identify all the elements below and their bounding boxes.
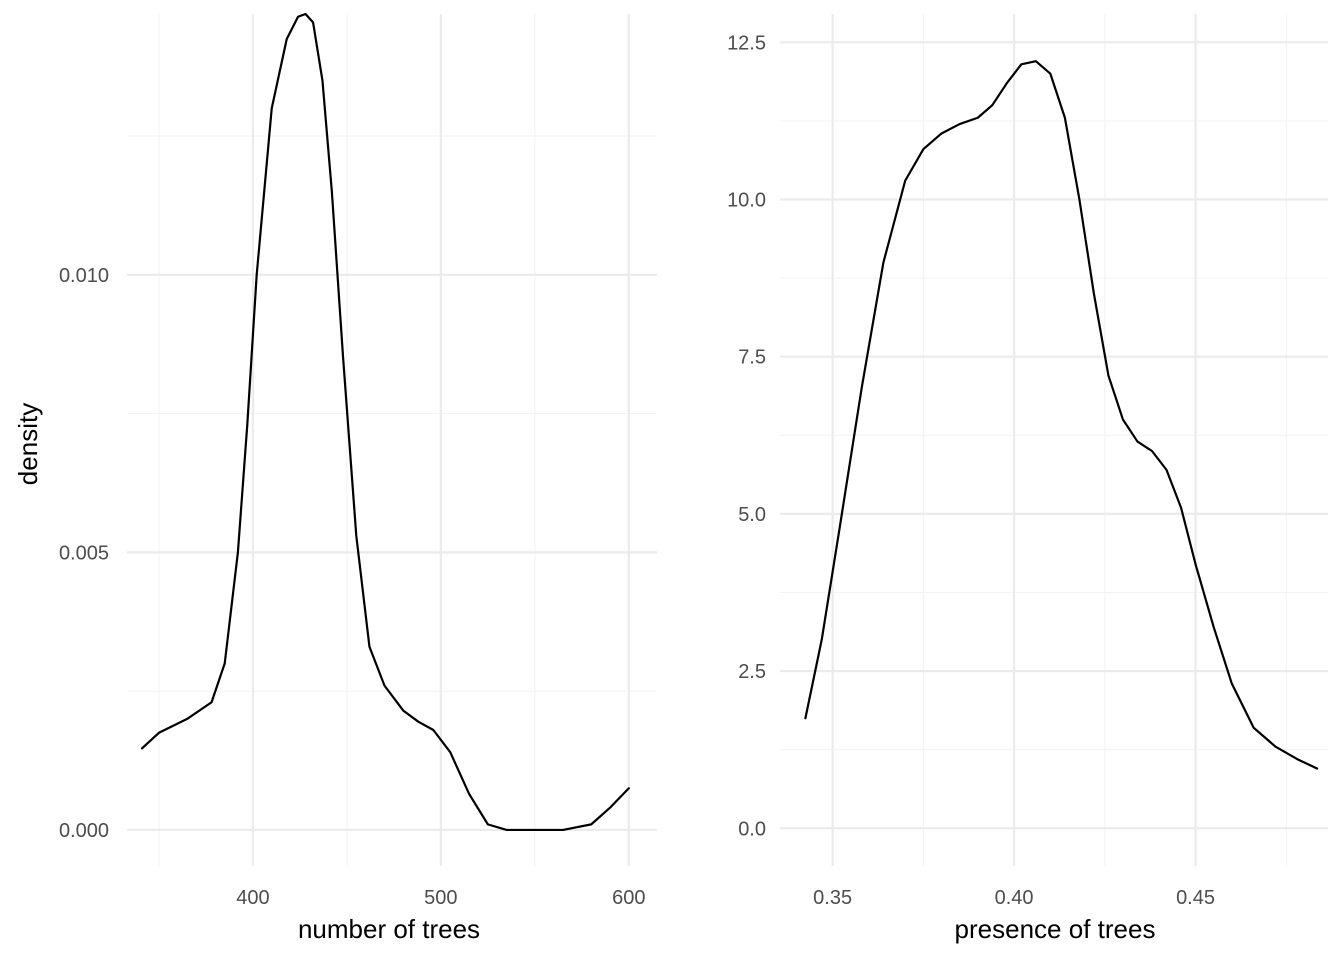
density-curves (804, 60, 1319, 770)
y-tick-label: 0.010 (59, 265, 109, 287)
y-tick-labels: 0.000 0.005 0.010 (59, 265, 109, 842)
x-tick-labels: 400 500 600 (236, 887, 645, 909)
y-tick-label: 12.5 (727, 32, 766, 54)
y-tick-label: 0.0 (738, 818, 766, 840)
x-tick-label: 600 (612, 887, 645, 909)
major-gridlines (780, 14, 1328, 866)
y-tick-label: 5.0 (738, 504, 766, 526)
y-tick-labels: 0.0 2.5 5.0 7.5 10.0 12.5 (727, 32, 766, 840)
y-tick-label: 0.005 (59, 542, 109, 564)
x-axis-title: number of trees (298, 914, 480, 944)
density-curve (140, 12, 630, 832)
y-tick-label: 0.000 (59, 820, 109, 842)
y-tick-label: 10.0 (727, 189, 766, 211)
density-curves (140, 12, 630, 832)
minor-gridlines (127, 14, 657, 866)
y-tick-label: 2.5 (738, 661, 766, 683)
x-tick-label: 400 (236, 887, 269, 909)
x-tick-label: 500 (424, 887, 457, 909)
panel-presence-of-trees: 0.0 2.5 5.0 7.5 10.0 12.5 0.35 0.40 0.45 presen… (727, 14, 1328, 944)
x-tick-labels: 0.35 0.40 0.45 (813, 887, 1215, 909)
density-curve (804, 60, 1319, 770)
major-gridlines (127, 14, 657, 866)
x-tick-label: 0.35 (813, 887, 852, 909)
x-tick-label: 0.40 (995, 887, 1034, 909)
x-tick-label: 0.45 (1176, 887, 1215, 909)
y-axis-title: density (13, 403, 43, 485)
x-axis-title: presence of trees (955, 914, 1156, 944)
minor-gridlines (780, 14, 1328, 866)
y-tick-label: 7.5 (738, 347, 766, 369)
panel-number-of-trees: 0.000 0.005 0.010 400 500 600 number of tree… (13, 12, 657, 944)
